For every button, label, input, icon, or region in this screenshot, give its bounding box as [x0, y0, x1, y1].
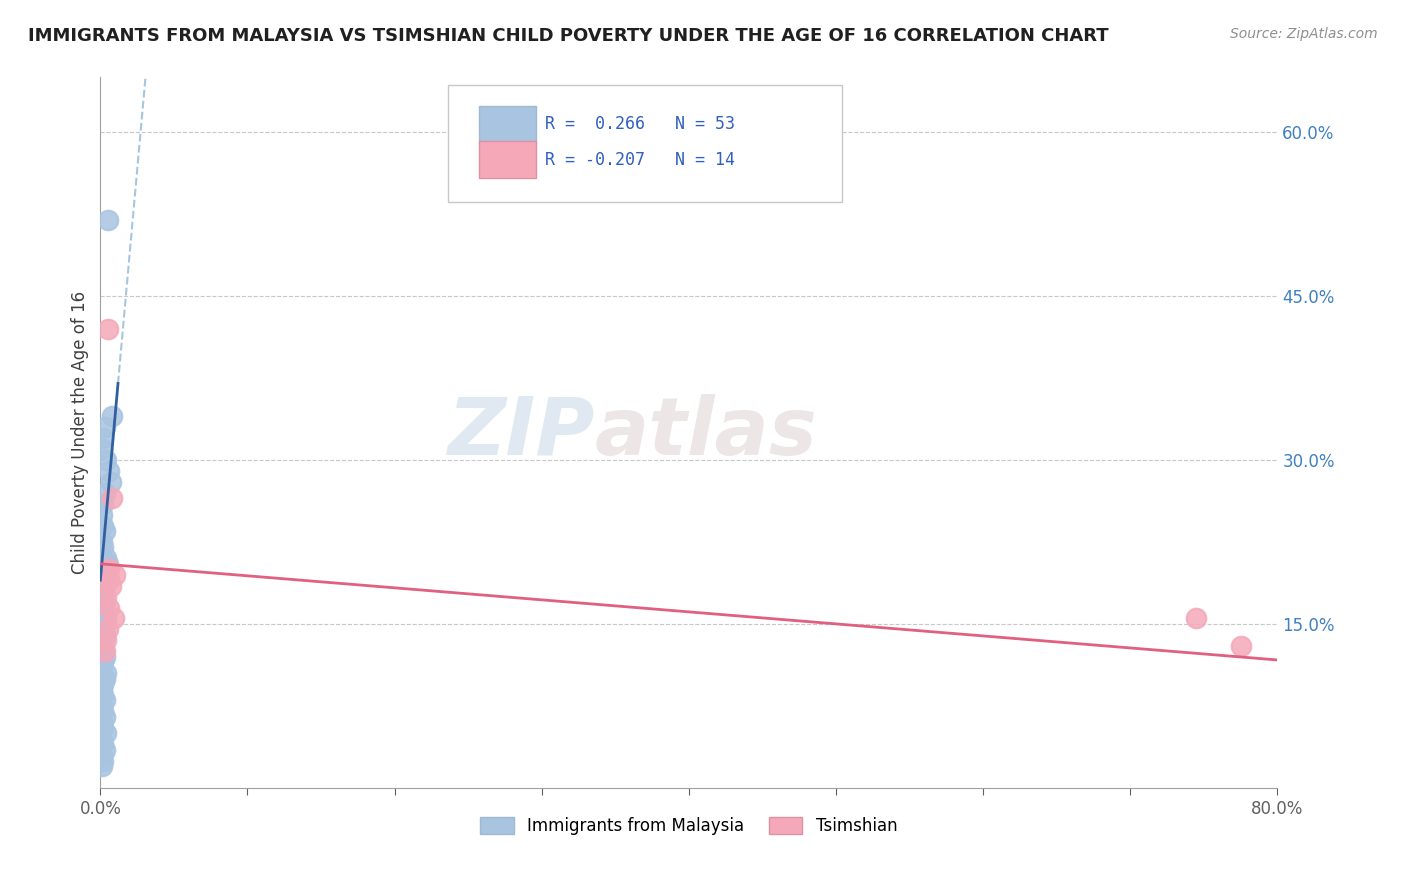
FancyBboxPatch shape — [479, 106, 536, 143]
Point — [90, 442, 112, 456]
Point — [98, 573, 121, 587]
Point — [91, 721, 114, 735]
FancyBboxPatch shape — [447, 85, 842, 202]
Point — [96, 453, 118, 467]
Point — [94, 524, 117, 538]
Point — [91, 655, 114, 669]
Point — [90, 644, 112, 658]
Point — [91, 431, 114, 445]
Point — [98, 600, 121, 615]
Point — [101, 409, 124, 424]
Point — [90, 579, 112, 593]
Point — [98, 562, 121, 576]
Point — [101, 491, 124, 506]
Point — [90, 633, 112, 648]
Text: IMMIGRANTS FROM MALAYSIA VS TSIMSHIAN CHILD POVERTY UNDER THE AGE OF 16 CORRELAT: IMMIGRANTS FROM MALAYSIA VS TSIMSHIAN CH… — [28, 27, 1109, 45]
Point — [90, 508, 112, 522]
Point — [90, 747, 112, 762]
Point — [97, 557, 120, 571]
Point — [91, 688, 114, 702]
Point — [94, 628, 117, 642]
Point — [96, 666, 118, 681]
Text: ZIP: ZIP — [447, 393, 595, 472]
FancyBboxPatch shape — [479, 141, 536, 178]
Point — [94, 485, 117, 500]
Point — [90, 731, 112, 746]
Point — [94, 595, 117, 609]
Point — [91, 704, 114, 718]
Point — [90, 715, 112, 730]
Point — [90, 562, 112, 576]
Point — [91, 677, 114, 691]
Point — [94, 649, 117, 664]
Point — [91, 541, 114, 555]
Point — [96, 726, 118, 740]
Point — [94, 420, 117, 434]
Point — [91, 754, 114, 768]
Point — [97, 623, 120, 637]
Point — [90, 759, 112, 773]
Point — [91, 737, 114, 751]
Text: R = -0.207   N = 14: R = -0.207 N = 14 — [546, 151, 735, 169]
Y-axis label: Child Poverty Under the Age of 16: Child Poverty Under the Age of 16 — [72, 291, 89, 574]
Point — [1229, 639, 1251, 653]
Point — [91, 518, 114, 533]
Point — [96, 590, 118, 604]
Point — [96, 611, 118, 625]
Point — [90, 660, 112, 674]
Point — [90, 535, 112, 549]
Point — [91, 497, 114, 511]
Point — [91, 623, 114, 637]
Point — [100, 475, 122, 489]
Point — [100, 579, 122, 593]
Legend: Immigrants from Malaysia, Tsimshian: Immigrants from Malaysia, Tsimshian — [472, 809, 905, 844]
Point — [1185, 611, 1208, 625]
Point — [91, 567, 114, 582]
Point — [97, 212, 120, 227]
Point — [94, 742, 117, 756]
Point — [103, 611, 125, 625]
Text: Source: ZipAtlas.com: Source: ZipAtlas.com — [1230, 27, 1378, 41]
Point — [94, 710, 117, 724]
Point — [94, 644, 117, 658]
Point — [90, 682, 112, 697]
Point — [91, 639, 114, 653]
Point — [104, 567, 127, 582]
Point — [94, 573, 117, 587]
Point — [94, 693, 117, 707]
Point — [97, 322, 120, 336]
Point — [98, 464, 121, 478]
Point — [96, 551, 118, 566]
Text: atlas: atlas — [595, 393, 817, 472]
Point — [96, 633, 118, 648]
Point — [90, 698, 112, 713]
Point — [91, 606, 114, 620]
Point — [91, 584, 114, 599]
Point — [90, 590, 112, 604]
Text: R =  0.266   N = 53: R = 0.266 N = 53 — [546, 115, 735, 133]
Point — [94, 672, 117, 686]
Point — [90, 616, 112, 631]
